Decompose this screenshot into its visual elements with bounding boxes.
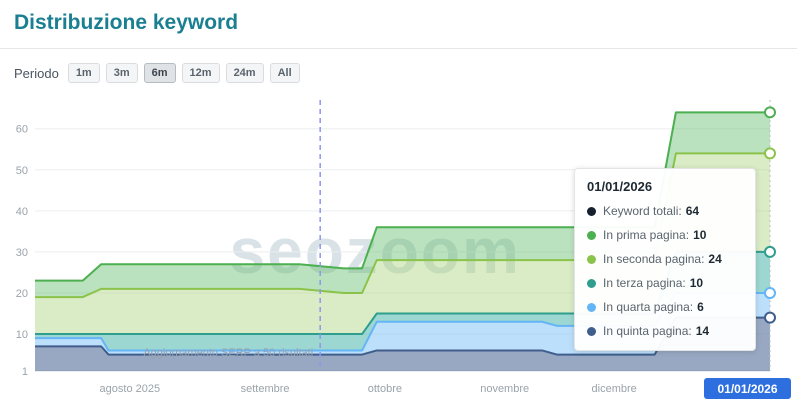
- page-title: Distribuzione keyword: [14, 11, 239, 34]
- end-marker-seconda: [764, 147, 776, 160]
- chart-tooltip: 01/01/2026 Keyword totali: 64 In prima p…: [574, 168, 756, 351]
- x-axis-label: settembre: [241, 383, 290, 395]
- tooltip-value: 14: [695, 324, 710, 338]
- y-axis-tick: 50: [16, 165, 28, 177]
- area-quinta: [35, 317, 770, 371]
- line-quinta: [35, 316, 770, 356]
- y-axis-tick: 1: [22, 366, 28, 378]
- tooltip-label: In prima pagina:: [603, 228, 690, 242]
- terza-dot: [587, 278, 596, 288]
- tooltip-row-quinta: In quinta pagina: 14: [587, 324, 743, 338]
- y-axis-tick: 30: [16, 247, 28, 259]
- x-axis-label: dicembre: [592, 383, 637, 395]
- tooltip-row-prima: In prima pagina: 10: [587, 228, 743, 242]
- total-dot: [587, 206, 596, 216]
- tooltip-label: In quinta pagina:: [603, 324, 692, 338]
- y-axis-tick: 60: [16, 124, 28, 136]
- tooltip-row-quarta: In quarta pagina: 6: [587, 300, 743, 314]
- tooltip-row-terza: In terza pagina: 10: [587, 276, 743, 290]
- period-button-3m[interactable]: 3m: [105, 63, 138, 84]
- prima-dot: [587, 230, 596, 240]
- tooltip-label: In seconda pagina:: [603, 252, 705, 266]
- period-button-24m[interactable]: 24m: [225, 63, 264, 84]
- end-marker-quarta: [764, 286, 776, 299]
- period-button-6m[interactable]: 6m: [143, 63, 176, 84]
- seconda-dot: [587, 254, 596, 264]
- tooltip-row-total: Keyword totali: 64: [587, 204, 743, 218]
- tooltip-label: In quarta pagina:: [603, 300, 694, 314]
- period-button-all[interactable]: All: [269, 63, 300, 84]
- tooltip-value: 24: [708, 252, 722, 266]
- tooltip-row-seconda: In seconda pagina: 24: [587, 252, 743, 266]
- period-button-12m[interactable]: 12m: [181, 63, 220, 84]
- quarta-dot: [587, 302, 596, 312]
- end-marker-terza: [764, 245, 776, 258]
- tooltip-label: In terza pagina:: [603, 276, 686, 290]
- y-axis-tick: 10: [16, 329, 28, 341]
- tooltip-value: 64: [685, 204, 700, 218]
- tooltip-value: 10: [689, 276, 704, 290]
- tooltip-label: Keyword totali:: [603, 204, 682, 218]
- x-axis-label: novembre: [480, 383, 529, 395]
- x-axis-label: agosto 2025: [100, 383, 161, 395]
- tooltip-value: 10: [693, 228, 707, 242]
- x-axis-current-date: 01/01/2026: [704, 378, 791, 399]
- period-selector: Periodo 1m 3m 6m 12m 24m All: [14, 63, 300, 84]
- period-button-1m[interactable]: 1m: [67, 63, 100, 84]
- period-label: Periodo: [14, 65, 59, 81]
- serp-update-annotation: Aggiornamento SERP a 50 risultati: [143, 347, 313, 359]
- x-axis-label: ottobre: [368, 383, 402, 395]
- end-marker-prima: [764, 106, 776, 119]
- tooltip-date: 01/01/2026: [587, 179, 653, 194]
- end-marker-quinta: [764, 311, 776, 324]
- tooltip-value: 6: [697, 300, 704, 314]
- header-divider: [0, 48, 797, 49]
- y-axis-tick: 20: [16, 288, 28, 300]
- y-axis-tick: 40: [16, 206, 28, 218]
- quinta-dot: [587, 326, 596, 336]
